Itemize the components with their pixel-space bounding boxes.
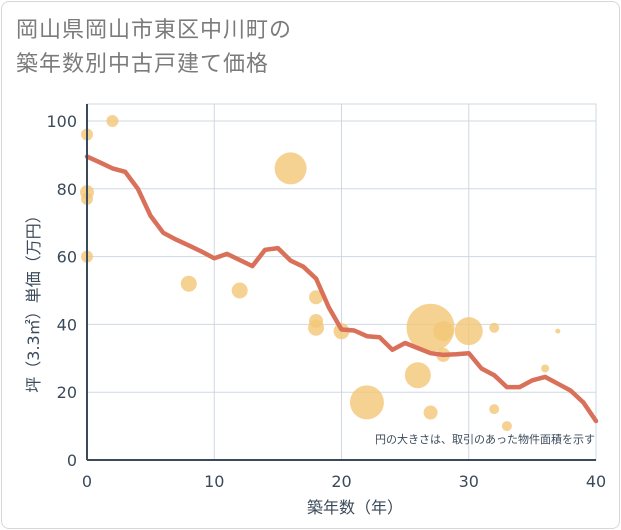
chart-title: 岡山県岡山市東区中川町の 築年数別中古戸建て価格 — [16, 14, 292, 82]
data-bubble — [274, 152, 307, 185]
y-tick-label: 0 — [67, 451, 77, 470]
bubble-series — [80, 114, 561, 432]
x-axis-title: 築年数（年） — [307, 498, 403, 517]
data-bubble — [180, 275, 197, 292]
bubble-size-note: 円の大きさは、取引のあった物件面積を示す — [375, 432, 595, 446]
data-bubble — [501, 421, 512, 432]
y-tick-label: 60 — [57, 248, 77, 267]
x-tick-label: 0 — [82, 472, 92, 491]
data-bubble — [541, 364, 550, 373]
data-bubble — [433, 321, 454, 342]
data-bubble — [489, 322, 500, 333]
data-bubble — [309, 290, 324, 305]
data-bubble — [555, 328, 561, 334]
chart-title-line-2: 築年数別中古戸建て価格 — [16, 52, 270, 77]
data-bubble — [349, 385, 384, 420]
y-tick-label: 100 — [46, 112, 77, 131]
axes — [86, 104, 596, 461]
chart-title-line-1: 岡山県岡山市東区中川町の — [16, 18, 293, 43]
data-bubble — [231, 282, 248, 299]
trend-line — [84, 154, 599, 424]
data-bubble — [454, 317, 483, 346]
y-tick-label: 20 — [57, 383, 77, 402]
y-axis-title: 坪（3.3㎡）単価（万円） — [24, 207, 43, 392]
grid-lines — [86, 103, 597, 461]
trend-line-layer — [84, 154, 599, 424]
x-tick-label: 20 — [331, 472, 351, 491]
data-bubble — [423, 405, 438, 420]
x-tick-label: 30 — [459, 472, 479, 491]
data-bubble — [489, 404, 500, 415]
y-tick-label: 40 — [57, 315, 77, 334]
data-bubble — [106, 114, 119, 127]
x-tick-label: 40 — [586, 472, 606, 491]
data-bubble — [308, 319, 325, 336]
y-tick-label: 80 — [57, 180, 77, 199]
x-tick-label: 10 — [204, 472, 224, 491]
data-bubble — [404, 362, 431, 389]
tick-labels: 0 10 20 30 40 0 20 40 60 80 100 — [46, 112, 606, 491]
